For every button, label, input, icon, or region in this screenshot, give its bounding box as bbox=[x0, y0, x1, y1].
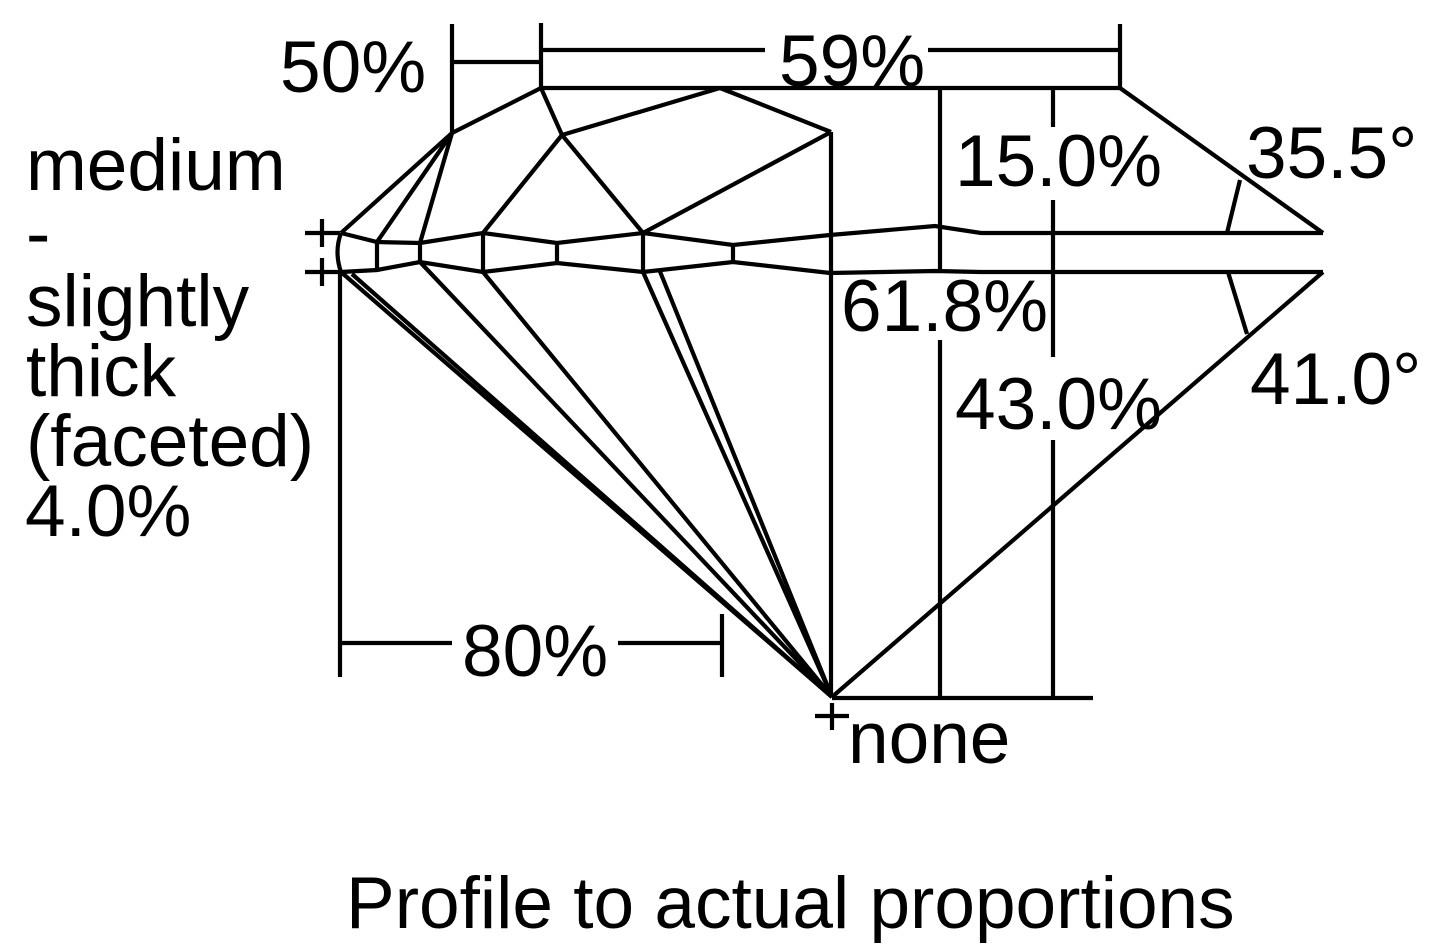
crown-facet-lines bbox=[375, 85, 832, 244]
pavilion-facet-line bbox=[657, 268, 834, 698]
crown-facet-line bbox=[481, 133, 564, 235]
girdle-thickness-line: (faceted) bbox=[26, 401, 314, 482]
pavilion-facet-line bbox=[481, 270, 834, 699]
diagram-caption: Profile to actual proportions bbox=[346, 863, 1235, 944]
pavilion-facet-line bbox=[641, 271, 834, 698]
crown-silhouette-right bbox=[1118, 86, 1325, 235]
table-width-label: 59% bbox=[779, 21, 925, 102]
crown-facet-line bbox=[719, 86, 832, 134]
girdle-facet-lines bbox=[374, 233, 736, 272]
crown-silhouette-left bbox=[339, 86, 542, 235]
dimension-lines bbox=[337, 23, 1123, 701]
girdle-thickness-line: thick bbox=[26, 331, 177, 412]
girdle-thickness-line: medium bbox=[26, 125, 286, 206]
total-depth-label: 61.8% bbox=[841, 266, 1048, 347]
crown-facet-line bbox=[539, 87, 564, 136]
girdle-thickness-line: - bbox=[26, 193, 50, 274]
crown-facet-line bbox=[417, 132, 455, 244]
labels: 50% 59% 15.0% 35.5° 61.8% 43.0% 41.0° 80… bbox=[25, 21, 1421, 944]
lower-girdle-label: 80% bbox=[462, 611, 608, 692]
crown-facet-line bbox=[560, 133, 645, 235]
pavilion-silhouette-right bbox=[830, 270, 1325, 699]
girdle-thickness-line: 4.0% bbox=[25, 471, 191, 552]
angle-markers bbox=[1224, 179, 1250, 335]
crown-facet-line bbox=[561, 85, 721, 138]
pavilion-angle-label: 41.0° bbox=[1250, 339, 1421, 420]
pavilion-facet-line bbox=[418, 260, 834, 699]
girdle-thickness-label: medium - slightly thick (faceted) 4.0% bbox=[25, 125, 314, 552]
star-length-label: 50% bbox=[280, 27, 426, 108]
culet-plus bbox=[815, 703, 849, 730]
crosshair-marks bbox=[305, 219, 849, 730]
pavilion-depth-label: 43.0% bbox=[955, 364, 1162, 445]
girdle-thickness-line: slightly bbox=[26, 261, 250, 342]
crown-angle-label: 35.5° bbox=[1246, 113, 1417, 194]
crown-angle-marker bbox=[1224, 179, 1243, 234]
pavilion-facet-lines bbox=[350, 260, 834, 699]
girdle-bottom-plus bbox=[305, 258, 340, 286]
pavilion-angle-marker bbox=[1225, 271, 1250, 335]
pavilion-facet-line bbox=[350, 272, 834, 699]
crown-facet-line bbox=[375, 131, 454, 244]
girdle-top-plus bbox=[305, 219, 340, 247]
crown-height-label: 15.0% bbox=[955, 121, 1162, 202]
crown-facet-line bbox=[642, 130, 832, 235]
culet-label: none bbox=[848, 698, 1010, 779]
girdle-left-tip bbox=[335, 232, 343, 273]
